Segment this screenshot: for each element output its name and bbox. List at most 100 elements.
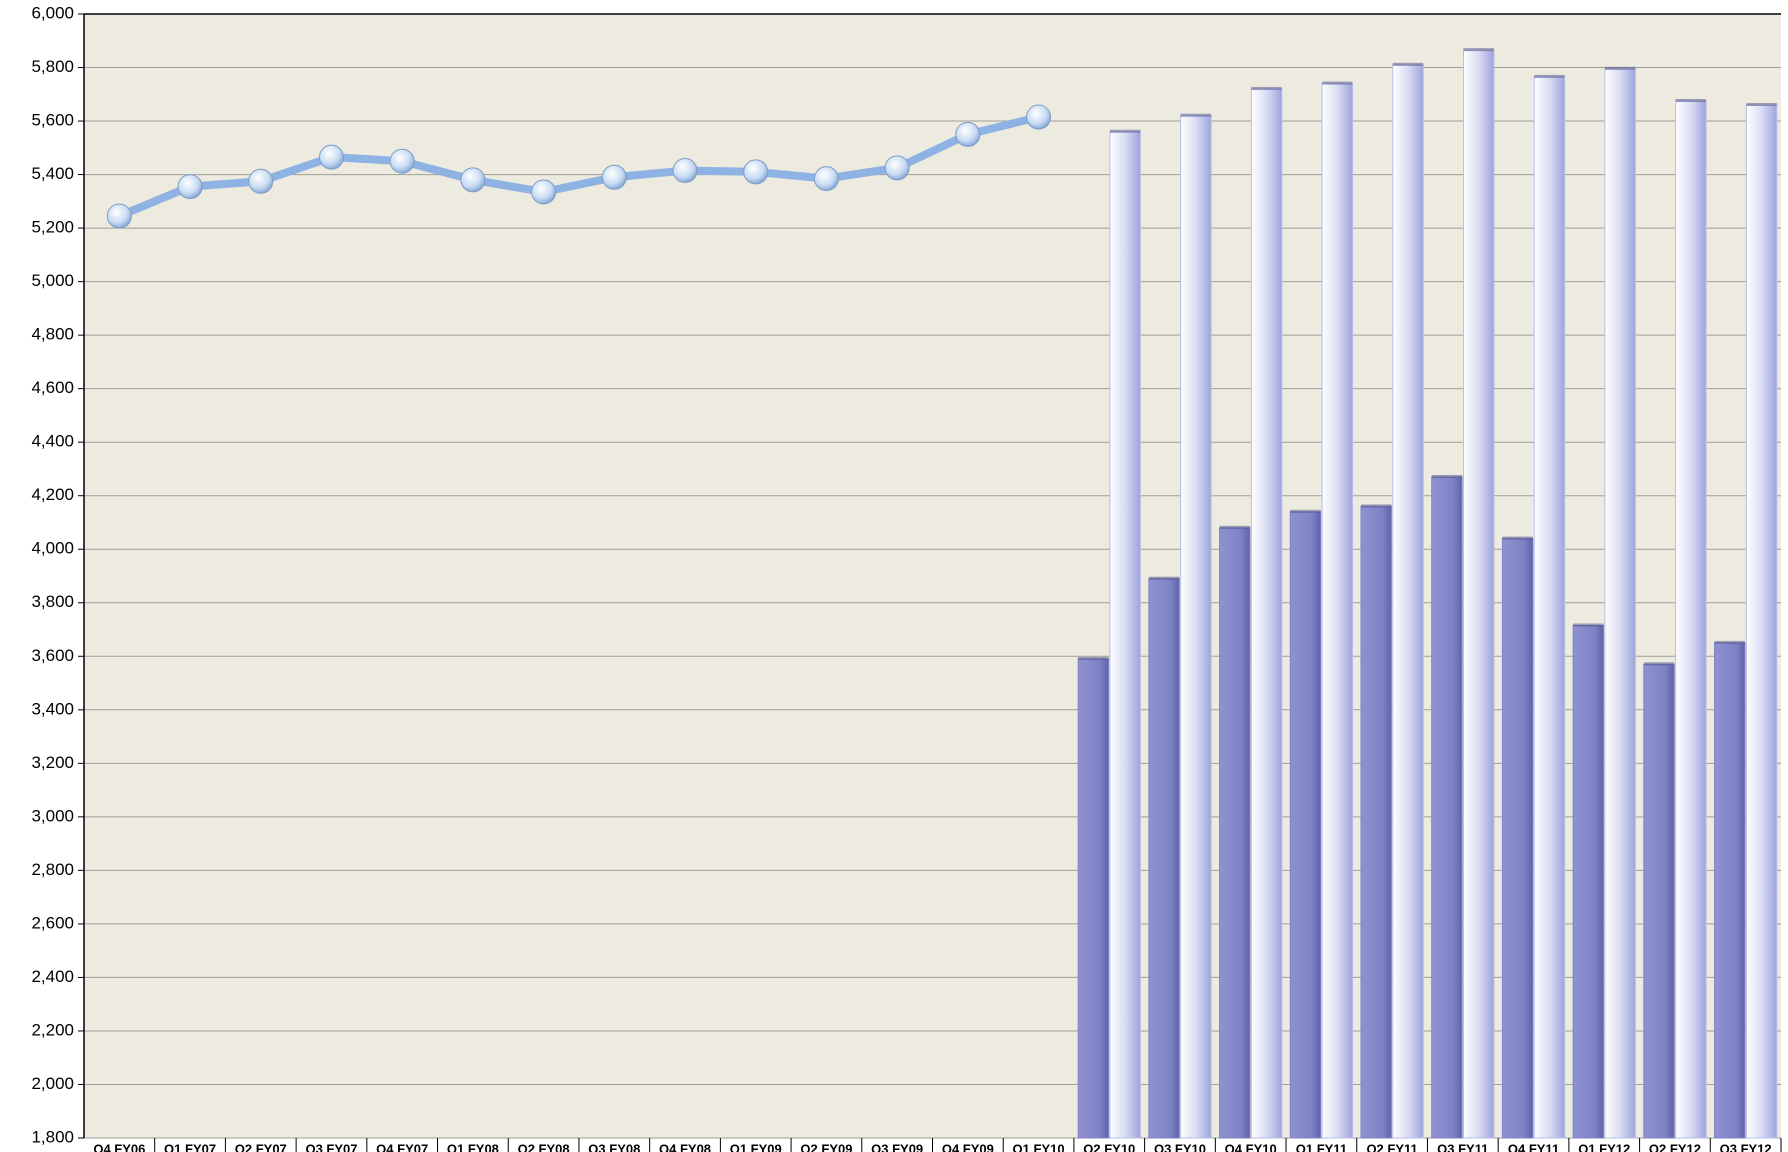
x-tick-label: Q4 FY07 xyxy=(376,1141,428,1152)
marker xyxy=(389,148,415,174)
x-tick-label: Q2 FY08 xyxy=(518,1141,570,1152)
y-tick-label: 3,400 xyxy=(31,699,74,718)
bar xyxy=(1533,76,1566,1139)
bar xyxy=(1463,49,1495,1139)
marker xyxy=(106,203,132,229)
y-tick-label: 2,600 xyxy=(31,913,74,932)
x-tick-label: Q1 FY10 xyxy=(1013,1141,1065,1152)
bar xyxy=(1604,68,1636,1139)
bar xyxy=(1643,663,1675,1139)
x-tick-label: Q1 FY12 xyxy=(1578,1141,1630,1152)
marker xyxy=(955,121,981,147)
x-tick-label: Q3 FY08 xyxy=(588,1141,640,1152)
bar-top xyxy=(1643,662,1675,666)
marker xyxy=(177,174,203,200)
bar xyxy=(1219,527,1251,1139)
bar-top xyxy=(1746,102,1777,106)
y-tick-label: 5,200 xyxy=(31,218,74,237)
bar xyxy=(1501,538,1534,1139)
x-tick-label: Q2 FY09 xyxy=(800,1141,852,1152)
marker xyxy=(813,166,839,192)
bar-top xyxy=(1714,640,1745,644)
x-tick-label: Q1 FY11 xyxy=(1296,1141,1347,1152)
y-tick-label: 4,600 xyxy=(31,378,74,397)
bar-top xyxy=(1463,48,1494,52)
x-tick-label: Q3 FY10 xyxy=(1154,1141,1206,1152)
marker xyxy=(248,168,274,194)
x-tick-label: Q2 FY10 xyxy=(1083,1141,1135,1152)
bar xyxy=(1745,104,1778,1139)
marker xyxy=(672,158,698,184)
plot-area xyxy=(84,14,1781,1138)
y-tick-label: 5,000 xyxy=(31,271,74,290)
x-tick-label: Q4 FY08 xyxy=(659,1141,711,1152)
bar xyxy=(1250,88,1283,1139)
bar xyxy=(1077,658,1110,1139)
bar xyxy=(1572,625,1605,1139)
bar xyxy=(1321,83,1354,1139)
marker xyxy=(531,179,557,205)
x-tick-label: Q1 FY07 xyxy=(164,1141,216,1152)
bar-top xyxy=(1251,86,1282,90)
marker xyxy=(1026,104,1052,130)
bar-top xyxy=(1219,525,1250,529)
x-tick-label: Q4 FY11 xyxy=(1508,1141,1559,1152)
bar-top xyxy=(1502,536,1533,540)
y-tick-label: 3,000 xyxy=(31,806,74,825)
x-tick-label: Q1 FY09 xyxy=(730,1141,782,1152)
y-tick-label: 4,400 xyxy=(31,432,74,451)
bar-top xyxy=(1604,66,1636,70)
x-tick-label: Q4 FY10 xyxy=(1225,1141,1277,1152)
x-tick-label: Q2 FY11 xyxy=(1366,1141,1417,1152)
marker xyxy=(743,159,769,185)
x-tick-label: Q2 FY07 xyxy=(235,1141,287,1152)
x-tick-label: Q2 FY12 xyxy=(1649,1141,1701,1152)
bar xyxy=(1714,642,1746,1139)
y-tick-label: 4,000 xyxy=(31,539,74,558)
y-tick-label: 2,400 xyxy=(31,967,74,986)
bar xyxy=(1675,100,1707,1139)
marker xyxy=(601,164,627,190)
x-tick-label: Q3 FY11 xyxy=(1437,1141,1488,1152)
x-tick-label: Q1 FY08 xyxy=(447,1141,499,1152)
y-tick-label: 4,800 xyxy=(31,325,74,344)
bar xyxy=(1289,511,1322,1139)
marker xyxy=(318,144,344,170)
bar xyxy=(1392,64,1424,1139)
bar-top xyxy=(1148,576,1180,580)
marker xyxy=(884,155,910,181)
bar-top xyxy=(1078,656,1109,660)
y-tick-label: 2,800 xyxy=(31,860,74,879)
bar-top xyxy=(1534,74,1565,78)
bar-top xyxy=(1290,509,1321,513)
bar xyxy=(1431,476,1463,1139)
bar-top xyxy=(1360,504,1392,508)
y-tick-label: 5,800 xyxy=(31,57,74,76)
bar-top xyxy=(1392,62,1424,66)
x-tick-label: Q3 FY09 xyxy=(871,1141,923,1152)
y-tick-label: 3,200 xyxy=(31,753,74,772)
y-tick-label: 3,600 xyxy=(31,646,74,665)
y-tick-label: 3,800 xyxy=(31,592,74,611)
bar xyxy=(1109,131,1141,1139)
x-tick-label: Q3 FY07 xyxy=(305,1141,357,1152)
bar xyxy=(1180,115,1212,1139)
x-tick-label: Q3 FY12 xyxy=(1720,1141,1772,1152)
marker xyxy=(460,167,486,193)
bar-top xyxy=(1322,81,1353,85)
y-tick-label: 5,600 xyxy=(31,111,74,130)
bar-top xyxy=(1675,98,1707,102)
y-tick-label: 5,400 xyxy=(31,164,74,183)
y-tick-label: 1,800 xyxy=(31,1127,74,1146)
x-tick-label: Q4 FY06 xyxy=(93,1141,145,1152)
y-tick-label: 6,000 xyxy=(31,3,74,22)
bar-top xyxy=(1431,474,1463,478)
bar xyxy=(1360,505,1392,1139)
y-tick-label: 2,000 xyxy=(31,1074,74,1093)
bar xyxy=(1148,578,1180,1139)
bar-top xyxy=(1180,113,1212,117)
bar-top xyxy=(1573,623,1604,627)
bar-top xyxy=(1109,129,1141,133)
x-tick-label: Q4 FY09 xyxy=(942,1141,994,1152)
